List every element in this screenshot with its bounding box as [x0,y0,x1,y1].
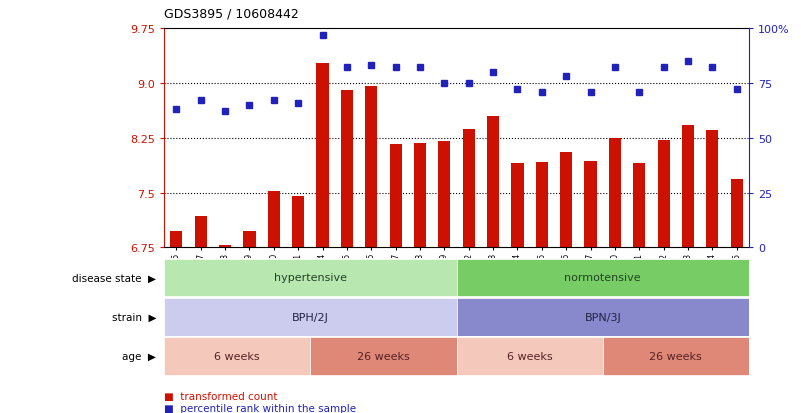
Text: ■  percentile rank within the sample: ■ percentile rank within the sample [164,403,356,413]
Text: 26 weeks: 26 weeks [357,351,410,361]
Bar [585,162,597,248]
Text: GDS3895 / 10608442: GDS3895 / 10608442 [164,8,299,21]
Bar [316,64,328,248]
Bar [365,87,377,248]
Bar [341,91,353,248]
Text: 6 weeks: 6 weeks [507,351,553,361]
Bar [609,138,621,248]
Bar [487,116,499,248]
Text: BPN/3J: BPN/3J [585,312,621,322]
Bar [389,144,402,248]
Bar [682,126,694,248]
Bar [658,140,670,248]
Bar [457,298,749,336]
Text: hypertensive: hypertensive [274,273,347,283]
Bar [292,197,304,248]
Bar [195,216,207,248]
Text: strain  ▶: strain ▶ [111,312,156,322]
Text: ■  transformed count: ■ transformed count [164,391,278,401]
Text: disease state  ▶: disease state ▶ [72,273,156,283]
Bar [463,130,475,248]
Bar [310,337,457,375]
Bar [438,142,450,248]
Bar [536,162,548,248]
Bar [244,232,256,248]
Bar [414,143,426,248]
Bar [560,152,572,248]
Bar [457,337,603,375]
Text: BPH/2J: BPH/2J [292,312,329,322]
Bar [706,131,718,248]
Bar [457,259,749,297]
Bar [511,164,524,248]
Bar [171,231,183,248]
Text: 6 weeks: 6 weeks [215,351,260,361]
Text: 26 weeks: 26 weeks [650,351,702,361]
Bar [164,298,457,336]
Bar [731,180,743,248]
Bar [164,259,457,297]
Bar [602,337,749,375]
Bar [634,164,646,248]
Bar [268,192,280,248]
Bar [164,337,311,375]
Text: normotensive: normotensive [565,273,641,283]
Text: age  ▶: age ▶ [123,351,156,361]
Bar [219,246,231,248]
